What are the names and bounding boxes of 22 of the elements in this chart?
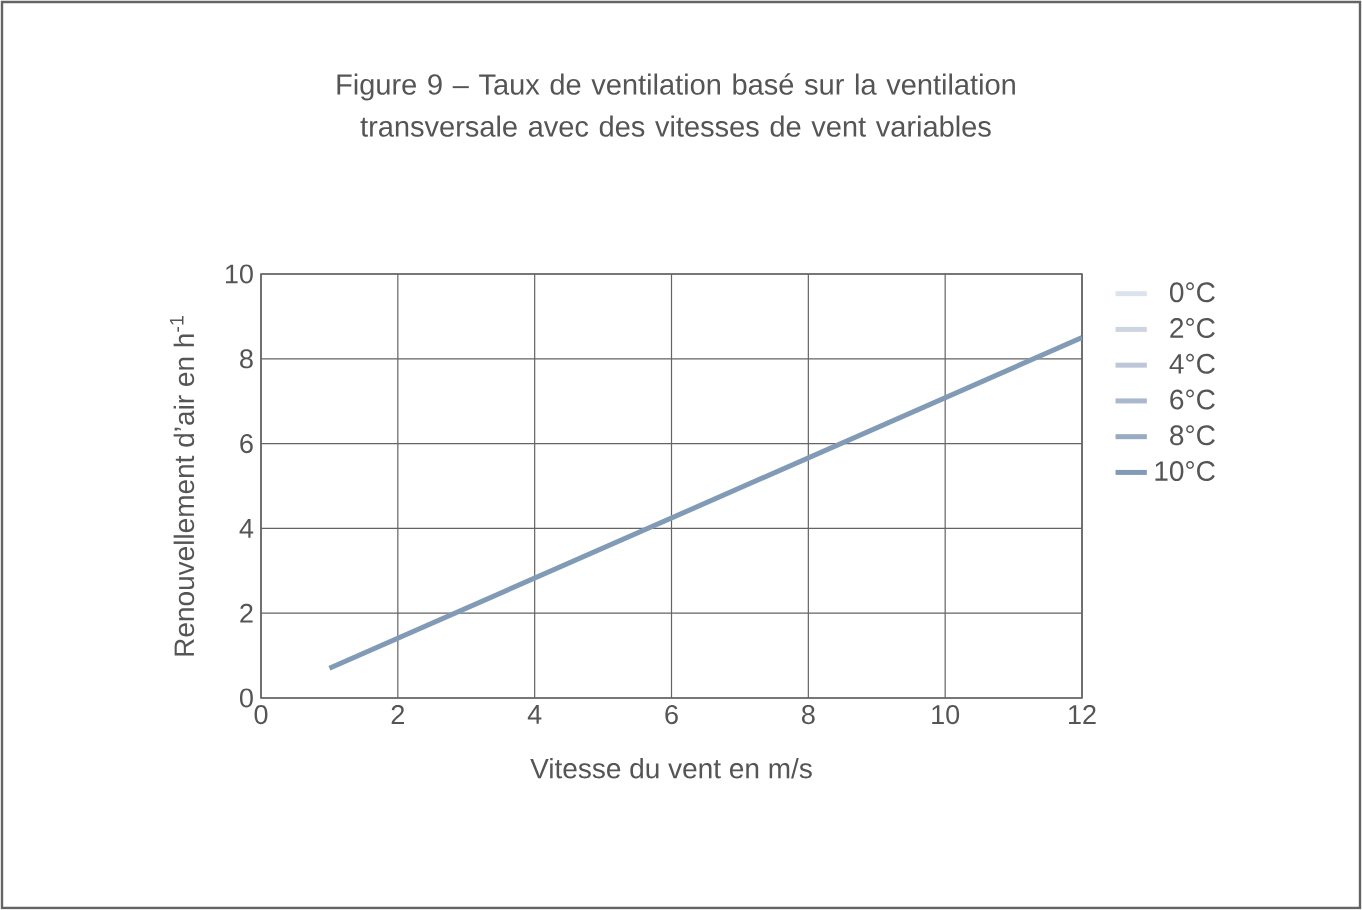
legend-label: 0°C (1169, 282, 1215, 303)
y-tick-label: 6 (240, 434, 253, 454)
x-tick-label: 12 (1069, 705, 1096, 724)
y-tick-label: 10 (225, 264, 253, 284)
chart-title: Figure 9 – Taux de ventilation basé sur la ventilation transversale avec des vitesses de vent variables (337, 73, 1015, 137)
x-tick-label: 10 (932, 705, 960, 725)
legend-label: 10°C (1155, 461, 1215, 481)
y-axis-title: Renouvellement d’air en h$^{-1}$ (169, 316, 195, 656)
x-tick-label: 2 (391, 705, 404, 724)
legend-label: 8°C (1170, 425, 1215, 446)
legend-label: 6°C (1170, 389, 1215, 410)
y-tick-label: 0 (239, 688, 253, 708)
y-tick-label: 4 (239, 519, 254, 538)
x-tick-label: 6 (665, 705, 678, 725)
x-tick-label: 0 (254, 705, 268, 725)
x-axis-title: Vitesse du vent en m/s (530, 757, 812, 779)
legend-label: 2°C (1170, 318, 1215, 338)
x-tick-label: 8 (801, 705, 815, 725)
y-tick-label: 2 (240, 603, 253, 623)
y-tick-label: 8 (240, 349, 253, 369)
x-tick-label: 4 (527, 705, 542, 724)
legend-label: 4°C (1169, 353, 1215, 374)
